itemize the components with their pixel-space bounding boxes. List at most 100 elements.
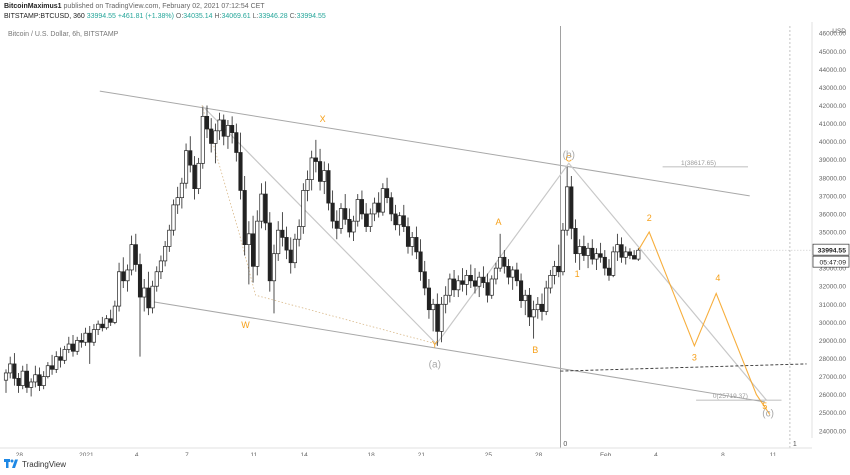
- candle-body: [472, 280, 478, 287]
- price-change: +461.81 (+1.38%): [117, 13, 174, 20]
- candle-body: [91, 329, 96, 343]
- candle-body: [87, 332, 92, 343]
- candle: [569, 175, 574, 240]
- candle: [493, 262, 498, 285]
- candle: [401, 204, 406, 232]
- candle-body: [502, 256, 507, 267]
- candle: [414, 226, 419, 260]
- price-chart[interactable]: Bitcoin / U.S. Dollar, 6h, BITSTAMP W X Y A B…: [0, 22, 850, 456]
- candle-body: [376, 202, 381, 213]
- bottom-marker-label: 0: [563, 441, 567, 448]
- candle-body: [137, 264, 143, 298]
- candle-body: [24, 370, 29, 388]
- candle: [146, 271, 151, 316]
- wave-label: A: [495, 217, 501, 227]
- candle-body: [3, 372, 9, 381]
- x-tick-label: 18: [368, 452, 376, 456]
- countdown-label: 05:47:09: [820, 260, 847, 267]
- candle-body: [452, 278, 457, 291]
- candle-body: [519, 280, 524, 302]
- candle-body: [163, 246, 168, 262]
- open-value: 34035.14: [183, 13, 213, 20]
- currency-scale-button[interactable]: USD: [832, 28, 846, 35]
- y-tick-label: 35000.00: [819, 230, 846, 237]
- candle-body: [125, 269, 130, 282]
- candle: [514, 262, 519, 287]
- y-tick-label: 36000.00: [819, 211, 846, 218]
- wave-label: W: [241, 320, 250, 330]
- candle-body: [414, 237, 419, 253]
- candle: [263, 181, 268, 231]
- quote-line: BITSTAMP:BTCUSD, 360 33994.55 +461.81 (+…: [4, 12, 846, 22]
- candle: [121, 257, 126, 289]
- candle: [8, 356, 13, 379]
- candle-body: [54, 356, 59, 370]
- candle-body: [397, 215, 402, 226]
- candle: [590, 239, 595, 265]
- candle: [359, 190, 364, 220]
- y-tick-label: 29000.00: [819, 338, 846, 345]
- y-tick-label: 31000.00: [819, 302, 846, 309]
- candle-body: [422, 271, 427, 289]
- candle-body: [594, 253, 599, 260]
- candle-body: [464, 275, 469, 285]
- candle: [242, 175, 247, 256]
- candle: [380, 183, 385, 216]
- candle-body: [577, 246, 582, 255]
- candle-body: [368, 213, 373, 227]
- candle-body: [192, 164, 197, 189]
- candle-body: [146, 287, 151, 309]
- candle: [108, 309, 113, 326]
- candle-body: [133, 244, 138, 265]
- candle-body: [45, 365, 50, 377]
- candle: [556, 244, 561, 278]
- candle: [66, 336, 71, 354]
- candle: [251, 215, 256, 283]
- candle-body: [70, 343, 76, 352]
- candle-body: [636, 249, 641, 260]
- candle-body: [184, 150, 189, 184]
- candle: [167, 224, 172, 252]
- candle-body: [284, 237, 289, 251]
- x-tick-label: 28: [535, 452, 543, 456]
- wave-projection-line: [637, 230, 771, 415]
- candle-body: [242, 190, 247, 245]
- candle-body: [426, 287, 431, 311]
- candle: [292, 233, 297, 269]
- wave-label: B: [532, 345, 538, 355]
- candle-body: [309, 157, 314, 180]
- candle: [443, 286, 448, 314]
- y-tick-label: 25000.00: [819, 410, 846, 417]
- wave-label: 2: [647, 213, 652, 223]
- candle-body: [121, 271, 126, 282]
- candle-body: [531, 309, 536, 318]
- candle: [523, 289, 528, 316]
- candle: [527, 288, 532, 326]
- candle: [163, 241, 168, 267]
- candle-body: [158, 260, 163, 273]
- candle: [351, 215, 356, 242]
- candle: [41, 371, 46, 390]
- brand-footer: TradingView: [4, 458, 66, 470]
- candle-body: [477, 276, 482, 287]
- candle-body: [632, 255, 637, 260]
- candle-body: [590, 247, 595, 260]
- candle: [16, 372, 21, 393]
- candle-body: [66, 343, 71, 350]
- author-name[interactable]: BitcoinMaximus1: [4, 3, 62, 10]
- candle-body: [493, 267, 498, 280]
- wave-label: C: [566, 154, 573, 164]
- candle: [58, 347, 63, 368]
- candle: [225, 119, 230, 149]
- candle-body: [246, 233, 251, 245]
- high-label: H:: [214, 13, 222, 20]
- candle: [184, 143, 189, 189]
- candle: [87, 325, 92, 364]
- candle: [376, 192, 381, 218]
- candle: [96, 320, 101, 335]
- candle-body: [267, 222, 272, 282]
- candle: [79, 333, 84, 348]
- candle-body: [225, 125, 230, 137]
- candle-body: [108, 318, 113, 323]
- chart-title: Bitcoin / U.S. Dollar, 6h, BITSTAMP: [8, 31, 119, 38]
